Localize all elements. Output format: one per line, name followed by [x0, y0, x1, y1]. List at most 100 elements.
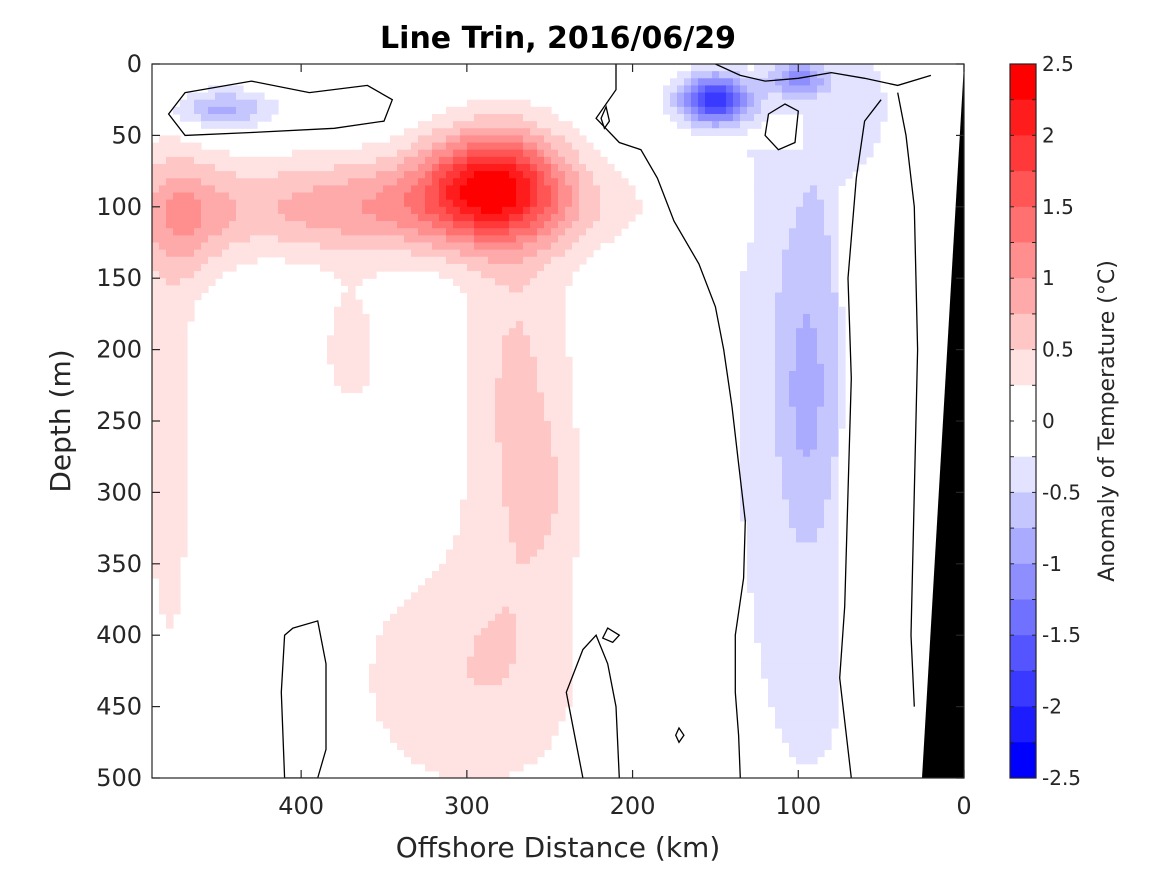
field-cell — [747, 499, 755, 508]
field-cell — [754, 335, 762, 344]
field-cell — [425, 756, 433, 765]
field-cell — [362, 206, 370, 215]
field-cell — [824, 542, 832, 551]
field-cell — [768, 299, 776, 308]
field-cell — [544, 213, 552, 222]
field-cell — [593, 213, 601, 222]
field-cell — [852, 128, 860, 136]
field-cell — [754, 506, 762, 515]
field-cell — [516, 728, 524, 736]
field-cell — [348, 371, 356, 379]
field-cell — [551, 642, 559, 651]
field-cell — [824, 620, 832, 629]
field-cell — [362, 149, 370, 158]
field-cell — [285, 185, 293, 194]
field-cell — [509, 585, 517, 593]
field-cell — [495, 735, 503, 743]
field-cell — [551, 685, 559, 693]
field-cell — [509, 706, 517, 715]
field-cell — [502, 606, 510, 615]
field-cell — [327, 249, 335, 258]
field-cell — [726, 71, 734, 79]
field-cell — [313, 185, 321, 194]
field-cell — [516, 606, 524, 615]
field-cell — [558, 206, 566, 215]
field-cell — [488, 156, 496, 165]
field-cell — [607, 185, 615, 194]
field-cell — [208, 228, 216, 236]
field-cell — [768, 549, 776, 558]
field-cell — [222, 99, 230, 108]
field-cell — [348, 206, 356, 215]
field-cell — [439, 692, 447, 701]
field-cell — [362, 235, 370, 244]
field-cell — [460, 570, 468, 579]
field-cell — [453, 113, 461, 122]
field-cell — [740, 392, 748, 401]
field-cell — [698, 64, 706, 72]
field-cell — [348, 171, 356, 179]
field-cell — [775, 156, 783, 165]
field-cell — [166, 278, 174, 286]
field-cell — [796, 699, 804, 708]
field-cell — [166, 399, 174, 408]
field-cell — [509, 763, 517, 772]
field-cell — [229, 171, 237, 179]
field-cell — [418, 720, 426, 729]
field-cell — [523, 656, 531, 665]
field-cell — [544, 699, 552, 708]
field-cell — [369, 235, 377, 244]
field-cell — [383, 713, 391, 722]
field-cell — [551, 656, 559, 665]
field-cell — [439, 670, 447, 679]
field-cell — [824, 406, 832, 415]
field-cell — [761, 92, 769, 101]
field-cell — [390, 199, 398, 208]
x-tick-label: 300 — [444, 792, 490, 820]
field-cell — [502, 735, 510, 743]
field-cell — [460, 221, 468, 229]
field-cell — [768, 321, 776, 329]
field-cell — [810, 85, 818, 94]
field-cell — [481, 685, 489, 693]
field-cell — [768, 285, 776, 294]
field-cell — [376, 242, 384, 251]
field-cell — [502, 642, 510, 651]
field-cell — [173, 171, 181, 179]
field-cell — [502, 242, 510, 251]
field-cell — [775, 221, 783, 229]
field-cell — [334, 192, 342, 201]
field-cell — [355, 178, 363, 186]
field-cell — [236, 171, 244, 179]
field-cell — [551, 228, 559, 236]
field-cell — [474, 570, 482, 579]
field-cell — [411, 235, 419, 244]
field-cell — [180, 256, 188, 265]
field-cell — [747, 570, 755, 579]
field-cell — [474, 178, 482, 186]
field-cell — [740, 335, 748, 344]
field-cell — [390, 613, 398, 622]
field-cell — [838, 421, 846, 429]
field-cell — [502, 578, 510, 586]
field-cell — [229, 121, 237, 129]
field-cell — [467, 606, 475, 615]
field-cell — [201, 256, 209, 265]
field-cell — [306, 249, 314, 258]
field-cell — [817, 692, 825, 701]
field-cell — [355, 235, 363, 244]
field-cell — [558, 563, 566, 572]
field-cell — [509, 206, 517, 215]
field-cell — [691, 128, 699, 136]
field-cell — [404, 149, 412, 158]
field-cell — [180, 313, 188, 322]
field-cell — [810, 742, 818, 751]
field-cell — [362, 171, 370, 179]
field-cell — [803, 285, 811, 294]
field-cell — [460, 578, 468, 586]
field-cell — [341, 192, 349, 201]
field-cell — [397, 678, 405, 686]
field-cell — [355, 263, 363, 272]
field-cell — [845, 113, 853, 122]
field-cell — [502, 171, 510, 179]
